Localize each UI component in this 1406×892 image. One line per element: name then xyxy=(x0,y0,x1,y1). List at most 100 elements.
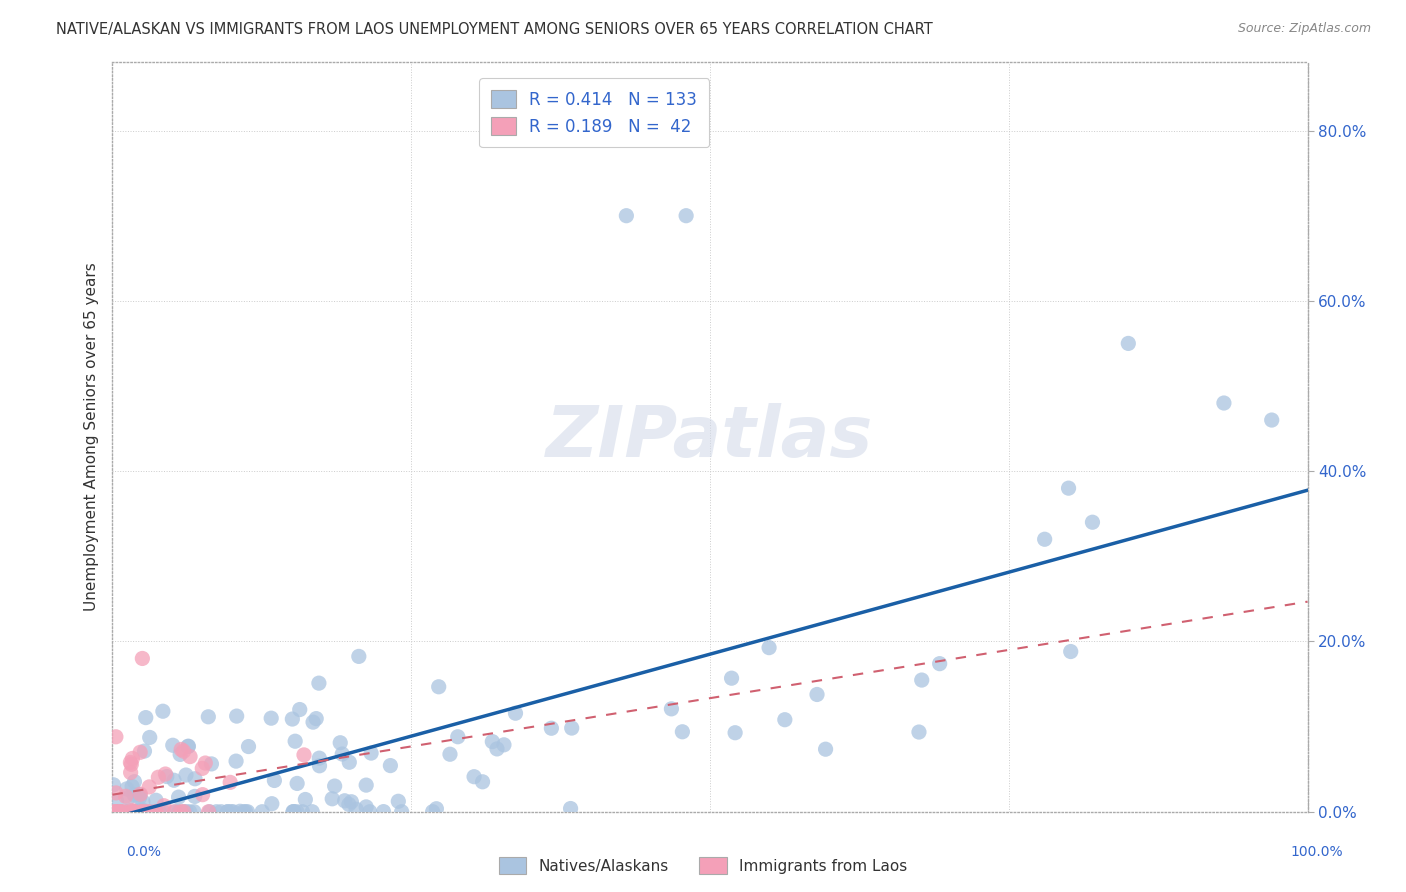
Natives/Alaskans xyxy=(103,778,125,792)
Natives/Alaskans xyxy=(720,671,742,685)
Immigrants from Laos xyxy=(129,805,152,819)
Immigrants from Laos xyxy=(145,805,167,819)
Natives/Alaskans xyxy=(132,795,155,809)
Natives/Alaskans xyxy=(167,805,190,819)
Natives/Alaskans xyxy=(148,805,170,819)
Natives/Alaskans xyxy=(229,805,252,819)
Natives/Alaskans xyxy=(308,676,330,690)
Natives/Alaskans xyxy=(928,657,950,671)
Natives/Alaskans xyxy=(330,747,353,761)
Natives/Alaskans xyxy=(439,747,461,762)
Natives/Alaskans xyxy=(131,803,153,817)
Natives/Alaskans xyxy=(283,805,305,819)
Text: ZIPatlas: ZIPatlas xyxy=(547,402,873,472)
Natives/Alaskans xyxy=(121,780,143,794)
Natives/Alaskans xyxy=(291,805,314,819)
Natives/Alaskans xyxy=(225,754,247,768)
Natives/Alaskans xyxy=(323,779,346,793)
Immigrants from Laos xyxy=(120,756,142,770)
Natives/Alaskans xyxy=(284,734,307,748)
Natives/Alaskans xyxy=(169,747,191,762)
Immigrants from Laos xyxy=(148,770,170,784)
Natives/Alaskans xyxy=(329,736,352,750)
Natives/Alaskans xyxy=(724,725,747,739)
Y-axis label: Unemployment Among Seniors over 65 years: Unemployment Among Seniors over 65 years xyxy=(84,263,100,611)
Natives/Alaskans xyxy=(238,739,260,754)
Immigrants from Laos xyxy=(138,805,160,819)
Natives/Alaskans xyxy=(301,805,323,819)
Natives/Alaskans xyxy=(908,725,931,739)
Natives/Alaskans xyxy=(174,768,197,782)
Natives/Alaskans xyxy=(661,702,683,716)
Natives/Alaskans xyxy=(285,776,308,790)
Natives/Alaskans xyxy=(139,805,162,819)
Natives/Alaskans xyxy=(260,711,283,725)
Natives/Alaskans xyxy=(380,758,402,772)
Natives/Alaskans xyxy=(167,790,190,805)
Natives/Alaskans xyxy=(485,742,508,756)
Natives/Alaskans xyxy=(232,805,254,819)
Natives/Alaskans xyxy=(447,730,470,744)
Text: Source: ZipAtlas.com: Source: ZipAtlas.com xyxy=(1237,22,1371,36)
Immigrants from Laos xyxy=(122,805,145,819)
Immigrants from Laos xyxy=(292,747,315,762)
Natives/Alaskans xyxy=(127,805,149,819)
Natives/Alaskans xyxy=(205,805,228,819)
Immigrants from Laos xyxy=(110,805,132,819)
Natives/Alaskans xyxy=(152,805,174,819)
Natives/Alaskans xyxy=(115,805,138,819)
Legend: Natives/Alaskans, Immigrants from Laos: Natives/Alaskans, Immigrants from Laos xyxy=(492,851,914,880)
Immigrants from Laos xyxy=(131,651,153,665)
Natives/Alaskans xyxy=(337,756,360,770)
Natives/Alaskans xyxy=(124,774,146,789)
Immigrants from Laos xyxy=(179,749,201,764)
Natives/Alaskans xyxy=(911,673,934,687)
Natives/Alaskans xyxy=(198,805,221,819)
Immigrants from Laos xyxy=(120,765,142,780)
Natives/Alaskans xyxy=(122,805,145,819)
Natives/Alaskans xyxy=(492,738,515,752)
Natives/Alaskans xyxy=(110,805,132,819)
Natives/Alaskans xyxy=(360,746,382,760)
Natives/Alaskans xyxy=(1213,396,1236,410)
Natives/Alaskans xyxy=(283,805,305,819)
Natives/Alaskans xyxy=(321,791,343,805)
Natives/Alaskans xyxy=(152,704,174,718)
Immigrants from Laos xyxy=(170,805,193,819)
Natives/Alaskans xyxy=(354,800,377,814)
Natives/Alaskans xyxy=(177,739,200,754)
Natives/Alaskans xyxy=(1060,644,1083,658)
Natives/Alaskans xyxy=(135,710,157,724)
Natives/Alaskans xyxy=(132,805,155,819)
Immigrants from Laos xyxy=(173,744,195,758)
Immigrants from Laos xyxy=(173,805,195,819)
Natives/Alaskans xyxy=(560,801,582,815)
Natives/Alaskans xyxy=(1057,481,1080,495)
Immigrants from Laos xyxy=(121,751,143,765)
Natives/Alaskans xyxy=(540,721,562,735)
Natives/Alaskans xyxy=(250,805,273,819)
Natives/Alaskans xyxy=(340,795,363,809)
Natives/Alaskans xyxy=(128,790,150,805)
Natives/Alaskans xyxy=(105,805,128,819)
Immigrants from Laos xyxy=(112,805,135,819)
Immigrants from Laos xyxy=(135,805,157,819)
Natives/Alaskans xyxy=(387,794,409,808)
Natives/Alaskans xyxy=(124,805,146,819)
Natives/Alaskans xyxy=(134,744,156,758)
Immigrants from Laos xyxy=(143,805,166,819)
Natives/Alaskans xyxy=(758,640,780,655)
Natives/Alaskans xyxy=(173,805,195,819)
Natives/Alaskans xyxy=(344,802,367,816)
Natives/Alaskans xyxy=(806,688,828,702)
Natives/Alaskans xyxy=(222,805,245,819)
Natives/Alaskans xyxy=(225,709,247,723)
Legend: R = 0.414   N = 133, R = 0.189   N =  42: R = 0.414 N = 133, R = 0.189 N = 42 xyxy=(479,78,709,147)
Natives/Alaskans xyxy=(200,756,222,771)
Text: 0.0%: 0.0% xyxy=(127,845,162,859)
Immigrants from Laos xyxy=(124,805,146,819)
Natives/Alaskans xyxy=(481,734,503,748)
Natives/Alaskans xyxy=(156,770,179,784)
Immigrants from Laos xyxy=(163,805,186,819)
Natives/Alaskans xyxy=(219,805,242,819)
